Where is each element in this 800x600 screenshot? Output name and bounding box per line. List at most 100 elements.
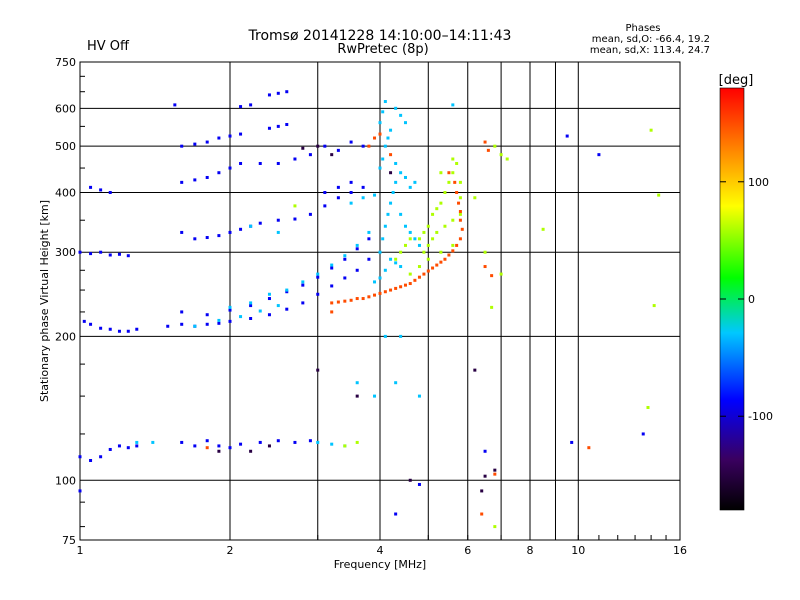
data-point (349, 298, 353, 302)
data-point (308, 212, 312, 216)
colorbar-tick-label: 100 (748, 176, 769, 189)
data-point (426, 269, 430, 273)
x-tick-labels: 1 2 4 6 8 10 16 (77, 544, 688, 557)
data-point (455, 243, 459, 247)
data-point (301, 146, 305, 150)
data-point (343, 299, 347, 303)
data-point (180, 440, 184, 444)
y-axis-label: Stationary phase Virtual Height [km] (38, 200, 51, 402)
data-point (408, 185, 412, 189)
data-point (126, 254, 130, 258)
data-point (308, 153, 312, 157)
data-point (239, 315, 243, 319)
data-point (460, 227, 464, 231)
data-point (330, 153, 334, 157)
data-point (389, 257, 393, 261)
data-point (293, 217, 297, 221)
data-point (458, 218, 462, 222)
data-point (383, 268, 387, 272)
data-point (355, 243, 359, 247)
data-point (381, 157, 385, 161)
data-point (367, 144, 371, 148)
data-point (417, 482, 421, 486)
data-point (316, 272, 320, 276)
data-point (403, 243, 407, 247)
data-point (228, 230, 232, 234)
data-point (451, 243, 455, 247)
data-point (193, 142, 197, 146)
data-point (349, 201, 353, 205)
data-point (394, 381, 398, 385)
data-point (451, 249, 455, 253)
data-point (399, 285, 403, 289)
data-point (258, 440, 262, 444)
data-point (367, 230, 371, 234)
data-point (399, 212, 403, 216)
data-point (89, 185, 93, 189)
data-point (457, 201, 461, 205)
data-point (373, 293, 377, 297)
data-point (565, 134, 569, 138)
stats-x-mode: mean, sd,X: 113.4, 24.7 (590, 45, 710, 56)
data-point (367, 295, 371, 299)
colorbar-label: [deg] (719, 73, 754, 88)
data-point (205, 439, 209, 443)
data-point (293, 157, 297, 161)
data-point (399, 113, 403, 117)
data-point (108, 327, 112, 331)
data-point (361, 196, 365, 200)
data-point (386, 136, 390, 140)
data-point (349, 190, 353, 194)
data-point (193, 444, 197, 448)
data-point (336, 300, 340, 304)
data-point (417, 243, 421, 247)
data-point (447, 171, 451, 175)
hv-status-label: HV Off (87, 39, 130, 54)
data-point (403, 175, 407, 179)
data-point (249, 449, 253, 453)
data-point (399, 171, 403, 175)
data-point (378, 276, 382, 280)
data-point (151, 440, 155, 444)
data-point (355, 394, 359, 398)
data-point (99, 326, 103, 330)
data-point (285, 123, 289, 127)
data-point (480, 512, 484, 516)
y-tick-label: 200 (55, 330, 76, 343)
data-point (455, 190, 459, 194)
data-point (483, 250, 487, 254)
data-point (217, 318, 221, 322)
data-point (373, 136, 377, 140)
data-point (323, 204, 327, 208)
data-point (473, 368, 477, 372)
data-point (499, 153, 503, 157)
data-point (361, 297, 365, 301)
data-point (217, 444, 221, 448)
data-point (343, 276, 347, 280)
data-point (99, 455, 103, 459)
data-point (193, 237, 197, 241)
data-point (276, 439, 280, 443)
data-point (417, 237, 421, 241)
data-point (439, 260, 443, 264)
data-point (228, 305, 232, 309)
data-point (239, 105, 243, 109)
data-point (394, 512, 398, 516)
data-point (413, 237, 417, 241)
data-point (394, 261, 398, 265)
data-point (180, 322, 184, 326)
data-point (458, 210, 462, 214)
data-point (355, 297, 359, 301)
data-point (451, 157, 455, 161)
data-point (239, 132, 243, 136)
x-tick-label: 16 (673, 544, 687, 557)
data-point (330, 266, 334, 270)
data-point (228, 134, 232, 138)
x-tick-label: 8 (527, 544, 534, 557)
data-point (285, 90, 289, 94)
y-tick-labels: 75 100 200 300 400 500 600 750 (55, 56, 76, 547)
data-point (381, 110, 385, 114)
data-point (180, 310, 184, 314)
data-point (249, 103, 253, 107)
